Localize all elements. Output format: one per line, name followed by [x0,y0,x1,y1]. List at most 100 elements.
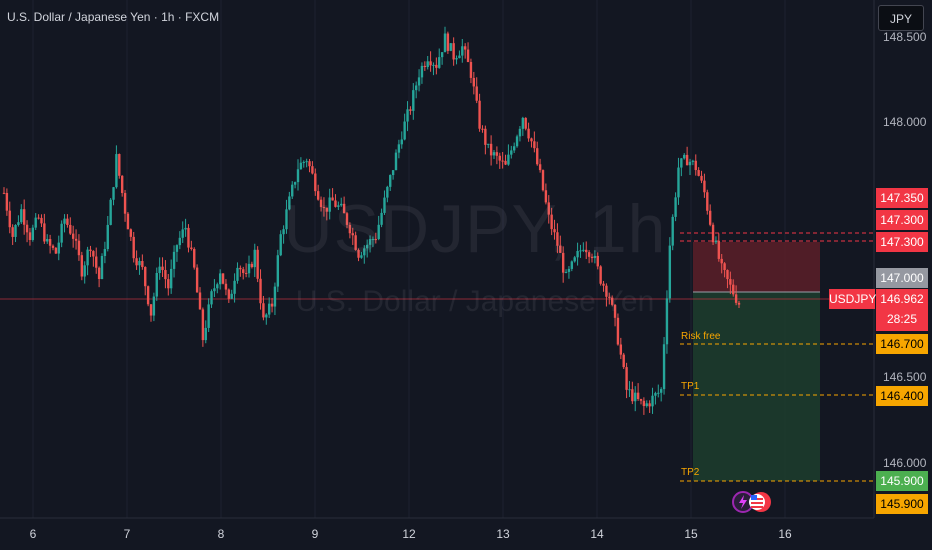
candle-body [342,203,346,214]
candle-body [348,224,352,234]
time-label: 14 [590,527,604,541]
price-tag-current-label: 147.000 [876,268,928,288]
candle-body [547,202,550,215]
candle-body [57,242,60,254]
candle-body [605,285,608,297]
candle-body [48,239,52,246]
candle-body [504,160,507,165]
candle-body [267,303,271,315]
candle-body [683,154,686,159]
candle-body [242,269,245,273]
candle-body [432,64,435,66]
candle-body [507,154,510,165]
candle-body [446,33,450,51]
candle-body [195,267,199,293]
candle-body [737,302,741,305]
candle-body [178,237,182,246]
price-tag-sl-high: 147.350 [876,188,928,208]
candle-body [256,249,259,279]
event-badges[interactable] [731,490,777,514]
candle-body [164,270,167,280]
candle-body [593,255,597,259]
bar-countdown: 28:25 [886,312,918,326]
candle-body [512,146,516,151]
candle-body [463,46,467,50]
candle-body [201,309,205,341]
candle-body [397,144,401,153]
candle-body [423,65,427,68]
take-profit-zone[interactable] [693,292,820,481]
candle-body [469,62,473,78]
candle-body [184,227,187,230]
candle-body [510,150,513,155]
candle-body [608,296,611,298]
candle-body [438,57,441,68]
time-label: 15 [684,527,698,541]
candle-body [291,184,294,197]
candle-body [351,233,354,236]
time-label: 16 [778,527,792,541]
candle-body [207,304,210,328]
candle-body [365,244,369,249]
candle-body [662,344,666,390]
candle-body [253,249,256,268]
candle-body [198,292,202,310]
candle-body [181,229,184,238]
candle-body [250,263,254,268]
candle-body [175,245,179,252]
candle-body [723,263,726,271]
candle-body [141,261,144,268]
candle-body [22,209,26,225]
candle-body [71,233,75,239]
candle-body [576,250,579,258]
candle-body [155,273,158,297]
candle-body [282,229,285,235]
candle-body [564,271,568,273]
candle-body [553,229,556,233]
candle-body [172,251,176,269]
candle-body [97,267,101,279]
candle-body [328,197,331,212]
price-tick: 148.500 [883,30,927,44]
candle-body [314,173,317,192]
candle-body [167,279,170,289]
candle-body [559,245,562,253]
currency-button[interactable]: JPY [878,5,924,31]
candle-body [694,160,697,171]
candle-body [368,239,372,245]
candle-body [20,209,23,223]
candle-body [556,232,559,246]
candle-body [216,284,219,289]
event-icons[interactable] [731,490,777,514]
stop-loss-zone[interactable] [693,242,820,292]
candle-body [331,197,334,201]
candle-body [227,289,231,299]
candle-body [426,61,429,68]
candle-body [345,213,349,225]
candle-body [340,203,343,206]
candle-body [726,270,729,280]
candle-body [69,224,72,234]
candle-body [43,223,46,242]
candle-body [288,196,291,210]
candle-body [455,58,458,60]
candle-body [135,258,138,266]
candle-body [31,227,35,240]
candle-body [322,207,326,209]
candle-body [54,247,58,254]
candle-body [299,162,303,170]
candle-body [386,186,389,198]
candle-body [391,170,395,176]
candle-body [435,64,438,68]
candle-body [515,136,519,147]
candle-body [308,161,311,167]
candle-body [247,263,251,274]
candle-body [103,249,107,256]
candle-body [452,43,455,60]
candle-body [602,283,605,286]
candle-body [144,267,147,287]
candle-body [265,314,268,318]
flash-glyph [739,495,747,509]
candle-body [5,192,9,211]
